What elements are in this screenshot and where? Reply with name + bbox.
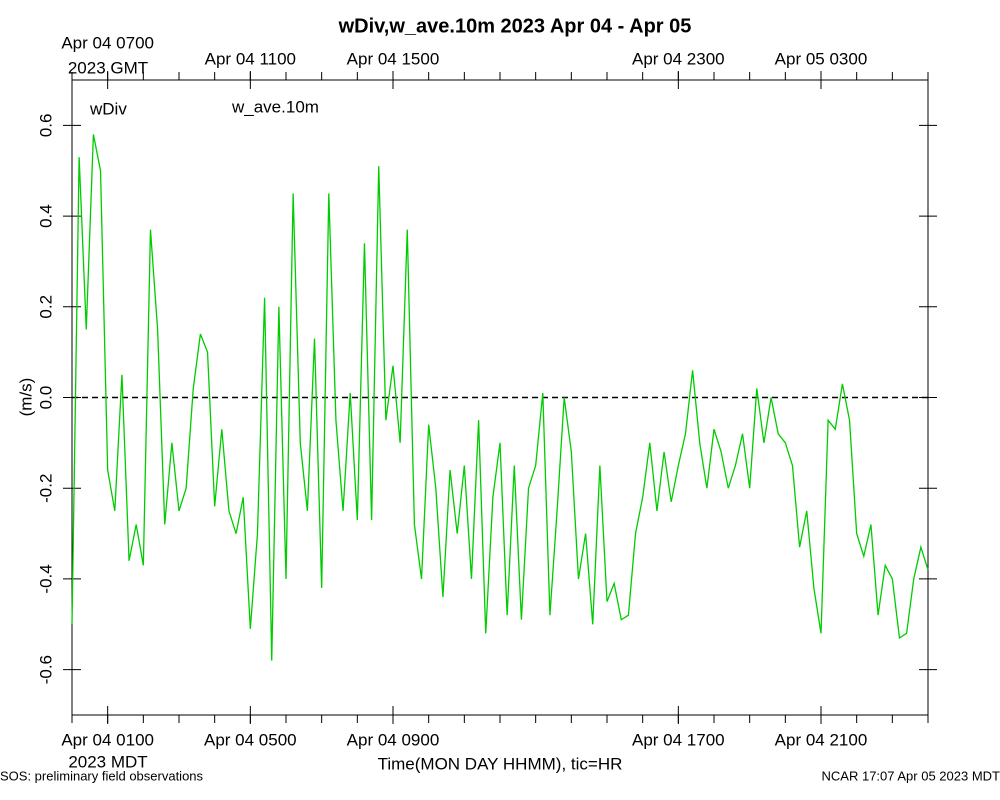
x2-tick-label: Apr 04 2300 [632,49,725,68]
footer-left: SOS: preliminary field observations [0,768,204,783]
plot-frame [71,79,929,716]
chart-title: wDiv,w_ave.10m 2023 Apr 04 - Apr 05 [338,15,692,37]
legend-label: w_ave.10m [231,97,319,116]
y-tick-label: 0.2 [36,295,55,319]
x-tick-label: Apr 04 0100 [61,730,154,749]
x-tick-label: Apr 04 0500 [204,730,297,749]
x2-zone-label: 2023 GMT [68,58,148,77]
x2-tick-label: Apr 04 1100 [205,49,296,68]
y-tick-label: -0.2 [36,474,55,503]
y-tick-label: 0.0 [36,386,55,410]
y-axis-label: (m/s) [16,378,35,417]
y-tick-label: 0.6 [36,114,55,138]
y-tick-label: -0.6 [36,655,55,684]
data-line [71,134,929,661]
y-tick-label: 0.4 [36,204,55,228]
x2-tick-label: Apr 04 1500 [347,49,440,68]
x-tick-label: Apr 04 0900 [347,730,440,749]
x2-tick-label: Apr 04 0700 [61,33,154,52]
x-tick-label: Apr 04 2100 [775,730,868,749]
x2-tick-label: Apr 05 0300 [775,49,868,68]
y-tick-label: -0.4 [36,564,55,593]
x-axis-label: Time(MON DAY HHMM), tic=HR [378,754,623,773]
annotation: wDiv [89,99,127,118]
x-zone-label: 2023 MDT [68,752,147,771]
footer-right: NCAR 17:07 Apr 05 2023 MDT [822,768,1000,783]
x-tick-label: Apr 04 1700 [632,730,725,749]
